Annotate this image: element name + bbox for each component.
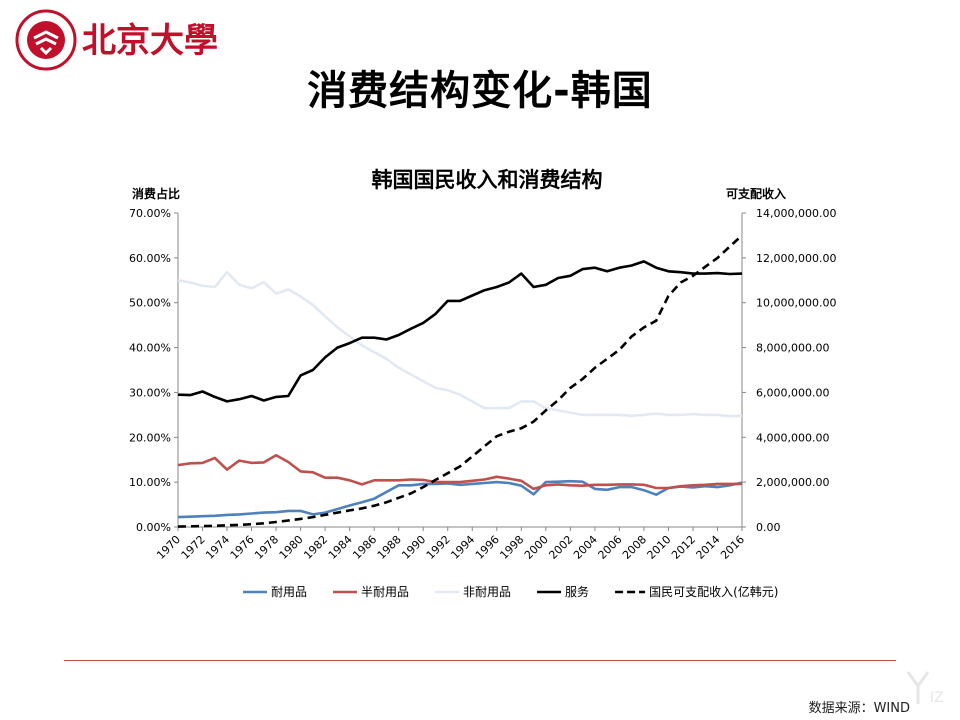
y2-tick-label: 12,000,000.00 — [756, 252, 836, 265]
y-tick-label: 60.00% — [129, 252, 171, 265]
x-tick-label: 1994 — [448, 533, 477, 562]
series-line-3 — [177, 260, 743, 403]
y-axis-label: 消费占比 — [132, 186, 180, 201]
legend-label-3: 服务 — [565, 584, 589, 599]
x-tick-label: 1976 — [228, 533, 257, 562]
legend-label-4: 国民可支配收入(亿韩元) — [649, 584, 778, 599]
x-tick-label: 1990 — [399, 533, 428, 562]
y-tick-label: 40.00% — [129, 342, 171, 355]
legend-label-2: 非耐用品 — [463, 585, 511, 599]
bottom-divider — [64, 660, 896, 661]
y-tick-label: 30.00% — [129, 386, 171, 399]
x-tick-label: 1982 — [301, 533, 330, 562]
legend: 耐用品 半耐用品 非耐用品 服务 国民可支配收入(亿韩元) — [243, 584, 778, 599]
series-lines — [177, 234, 743, 528]
y-tick-label: 10.00% — [129, 476, 171, 489]
y2-tick-label: 6,000,000.00 — [756, 386, 829, 399]
watermark-logo-icon: IZ — [906, 671, 944, 706]
university-seal-icon — [15, 9, 77, 71]
axes: 0.00% 10.00% 20.00% 30.00% 40.00% 50.00% 60.00… — [129, 207, 836, 562]
slide-title: 消费结构变化-韩国 — [307, 68, 653, 114]
legend-label-0: 耐用品 — [271, 585, 307, 599]
x-tick-label: 2002 — [546, 533, 575, 562]
y-tick-label: 50.00% — [129, 297, 171, 310]
x-tick-label: 2006 — [596, 533, 625, 562]
x-tick-label: 1992 — [424, 533, 453, 562]
y2-tick-label: 14,000,000.00 — [756, 207, 836, 220]
y2-tick-label: 10,000,000.00 — [756, 297, 836, 310]
x-tick-label: 1996 — [473, 533, 502, 562]
x-tick-label: 1972 — [179, 533, 208, 562]
x-tick-label: 1998 — [497, 533, 526, 562]
x-tick-label: 2004 — [571, 533, 600, 562]
y-tick-label: 70.00% — [129, 207, 171, 220]
svg-text:IZ: IZ — [930, 690, 944, 706]
y2-tick-label: 2,000,000.00 — [756, 476, 829, 489]
chart-title: 韩国国民收入和消费结构 — [372, 168, 603, 192]
x-tick-label: 2014 — [694, 533, 723, 562]
x-tick-label: 2008 — [620, 533, 649, 562]
series-line-0 — [177, 479, 743, 519]
x-tick-label: 1988 — [375, 533, 404, 562]
x-tick-label: 1970 — [154, 533, 183, 562]
x-tick-label: 1986 — [350, 533, 379, 562]
x-tick-label: 1974 — [203, 533, 232, 562]
y-tick-label: 20.00% — [129, 431, 171, 444]
x-tick-label: 2012 — [669, 533, 698, 562]
series-line-4 — [177, 234, 743, 528]
x-tick-label: 2010 — [645, 533, 674, 562]
series-line-2 — [177, 270, 743, 418]
y2-tick-label: 0.00 — [756, 521, 781, 534]
x-tick-label: 2016 — [718, 533, 747, 562]
source-note: 数据来源：WIND — [808, 701, 910, 716]
legend-label-1: 半耐用品 — [361, 585, 409, 599]
x-tick-label: 1980 — [277, 533, 306, 562]
y2-tick-label: 8,000,000.00 — [756, 342, 829, 355]
logo-name-text: 北京大學 — [82, 21, 218, 61]
y-tick-label: 0.00% — [136, 521, 171, 534]
y2-axis-label: 可支配收入 — [726, 186, 786, 201]
series-line-1 — [177, 453, 742, 491]
x-tick-label: 1978 — [252, 533, 281, 562]
y2-tick-label: 4,000,000.00 — [756, 431, 829, 444]
x-tick-label: 2000 — [522, 533, 551, 562]
x-tick-label: 1984 — [326, 533, 355, 562]
peking-university-logo: 北京大學 — [15, 9, 218, 71]
